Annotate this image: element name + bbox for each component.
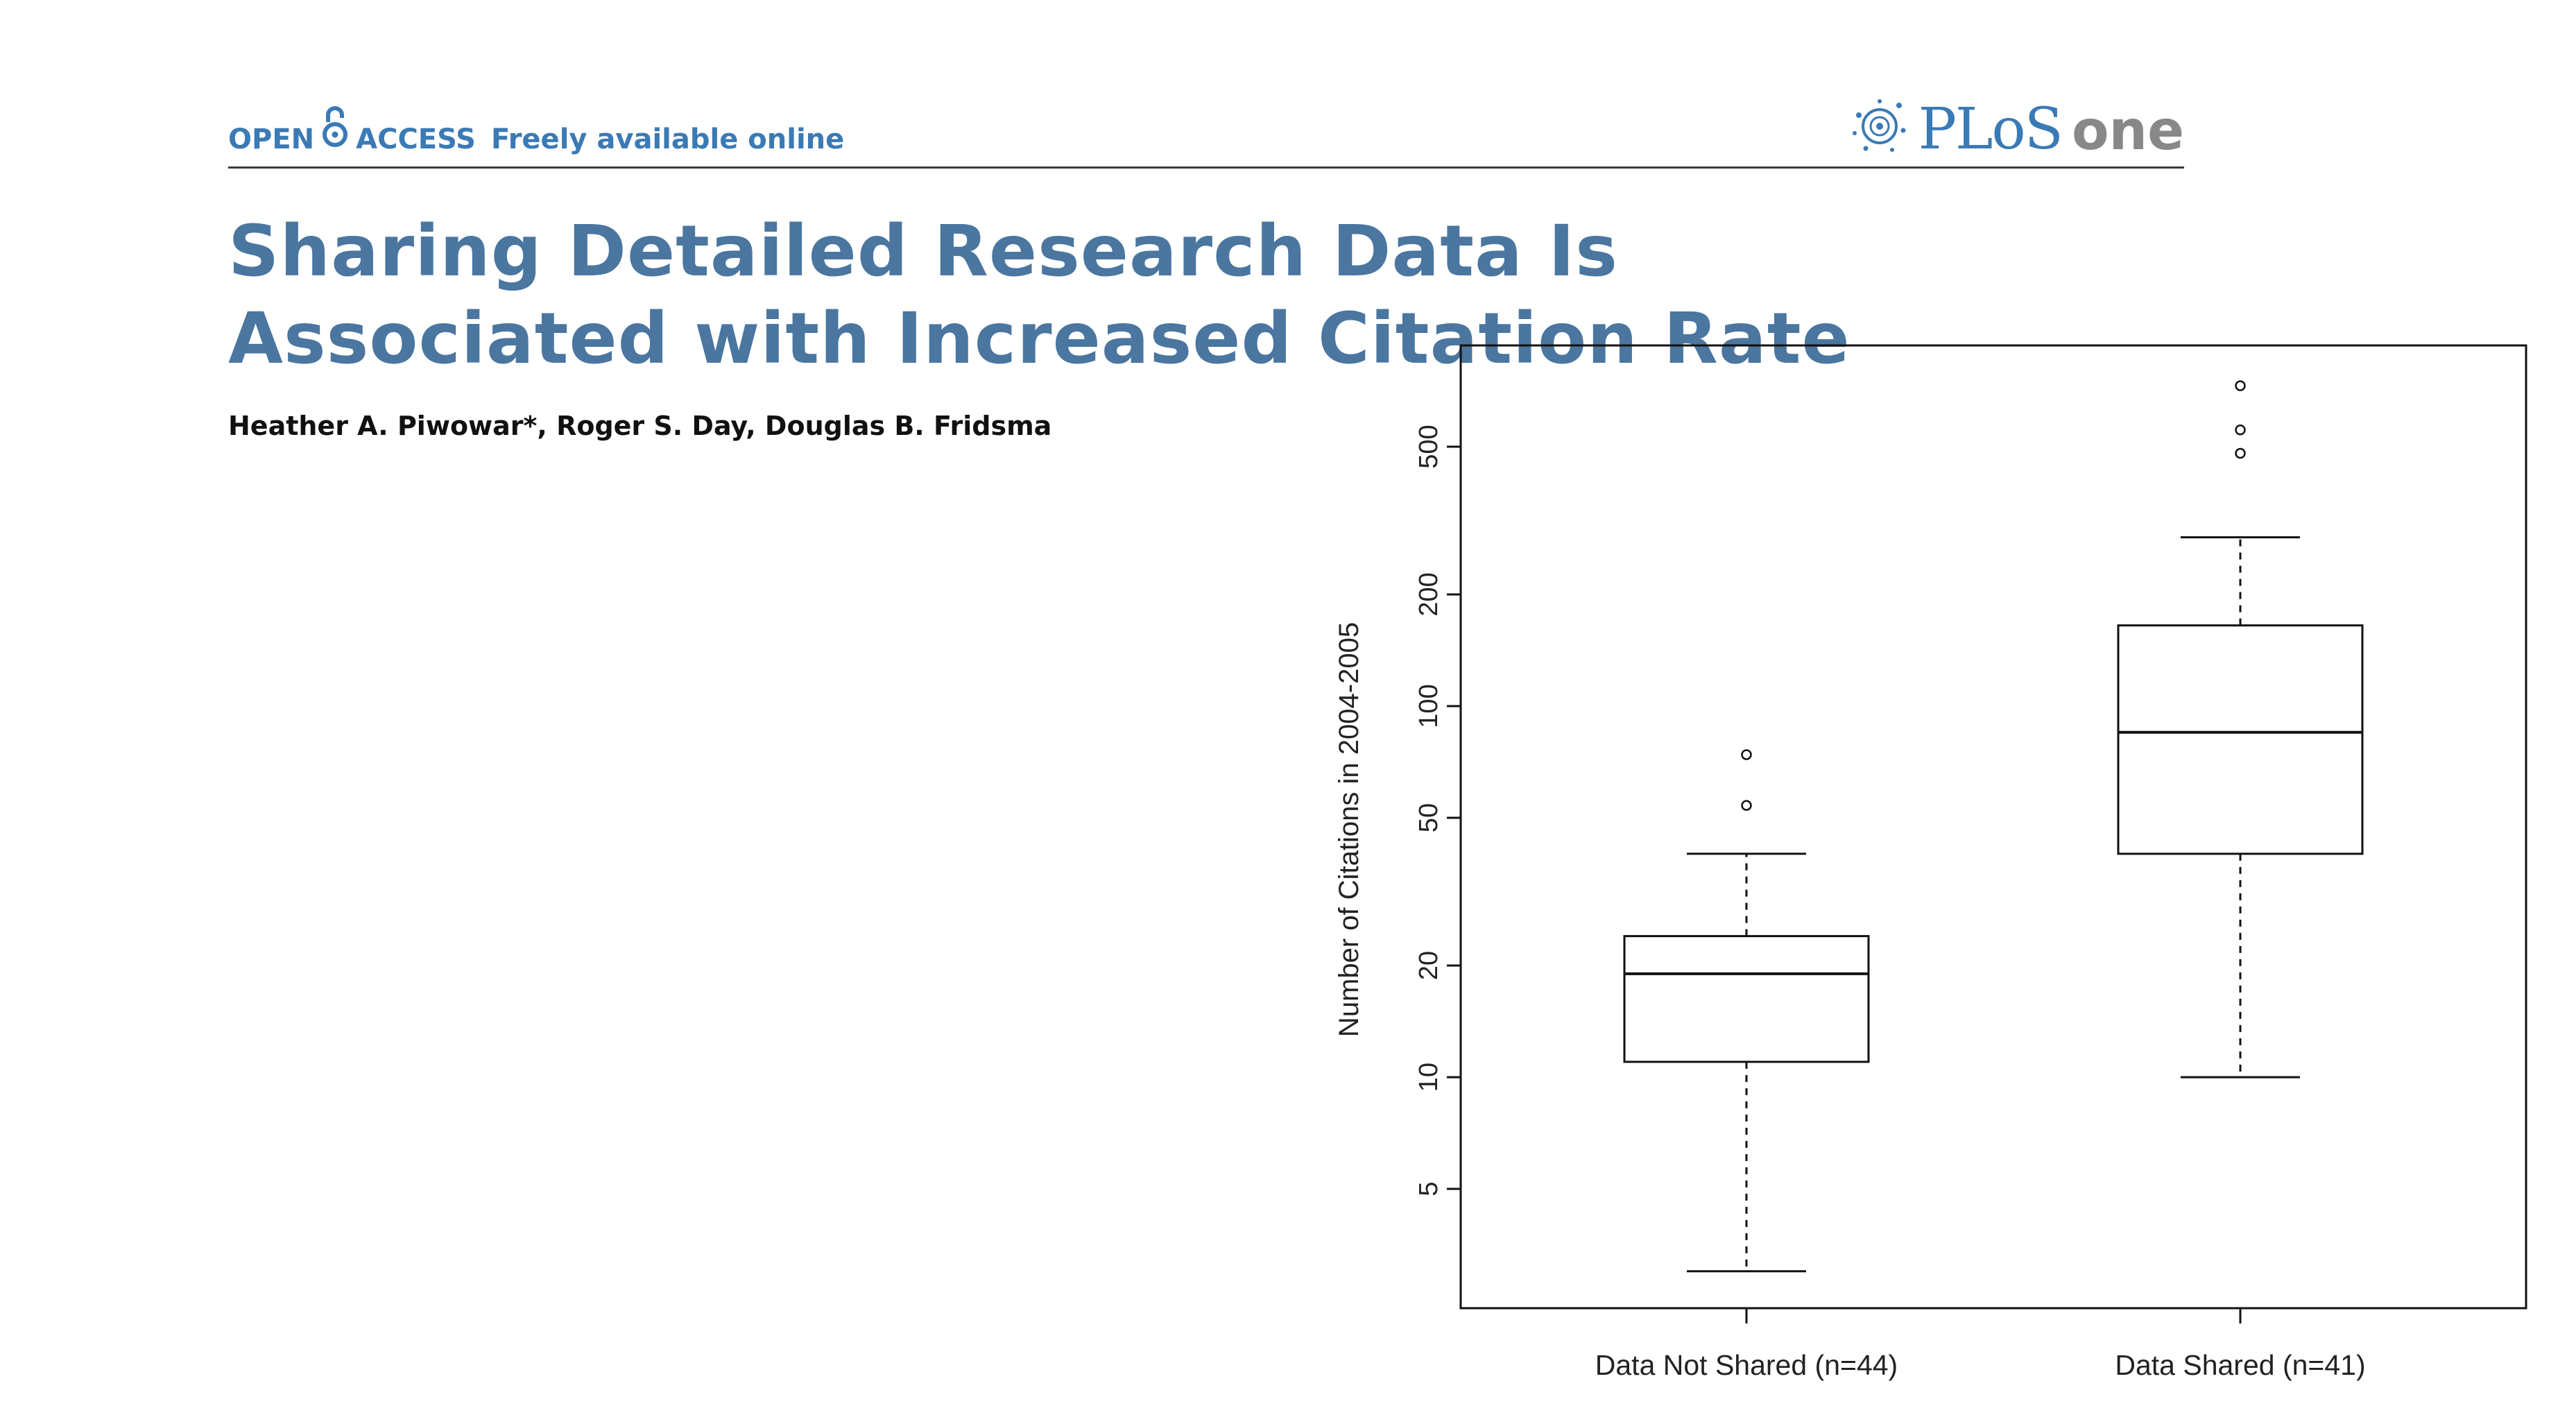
y-tick-label: 20 xyxy=(1414,951,1443,980)
plos-wordmark: PLoS xyxy=(1918,96,2063,162)
article-title: Sharing Detailed Research Data Is Associ… xyxy=(228,210,1851,380)
journal-header: OPEN ACCESS Freely available online xyxy=(228,99,2184,169)
iqr-box xyxy=(2117,624,2364,855)
outlier-point xyxy=(2235,424,2246,436)
plos-globe-icon xyxy=(1851,97,1909,158)
outlier-point xyxy=(1741,800,1752,811)
outlier-point xyxy=(2235,447,2246,459)
author-list: Heather A. Piwowar*, Roger S. Day, Dougl… xyxy=(228,411,1052,441)
open-lock-icon xyxy=(321,104,349,155)
y-tick-label: 10 xyxy=(1414,1063,1443,1092)
y-tick-label: 50 xyxy=(1414,803,1443,832)
iqr-box xyxy=(1623,935,1870,1063)
y-axis-label: Number of Citations in 2004-2005 xyxy=(1334,622,1364,1037)
plot-frame xyxy=(1459,344,2527,1310)
outlier-point xyxy=(2235,380,2246,391)
y-tick-label: 500 xyxy=(1414,424,1443,468)
y-tick-label: 5 xyxy=(1414,1181,1443,1196)
x-category-label: Data Not Shared (n=44) xyxy=(1595,1349,1898,1381)
open-access-banner: OPEN ACCESS Freely available online xyxy=(228,104,844,155)
open-label: OPEN xyxy=(228,123,315,155)
availability-tagline: Freely available online xyxy=(490,123,845,155)
outlier-point xyxy=(1741,749,1752,760)
access-label: ACCESS xyxy=(356,123,476,155)
plos-one-logo[interactable]: PLoS one xyxy=(1851,97,2184,158)
one-wordmark: one xyxy=(2071,100,2184,162)
y-tick-label: 100 xyxy=(1414,684,1443,728)
y-tick-label: 200 xyxy=(1414,572,1443,616)
x-category-label: Data Shared (n=41) xyxy=(2115,1349,2365,1381)
